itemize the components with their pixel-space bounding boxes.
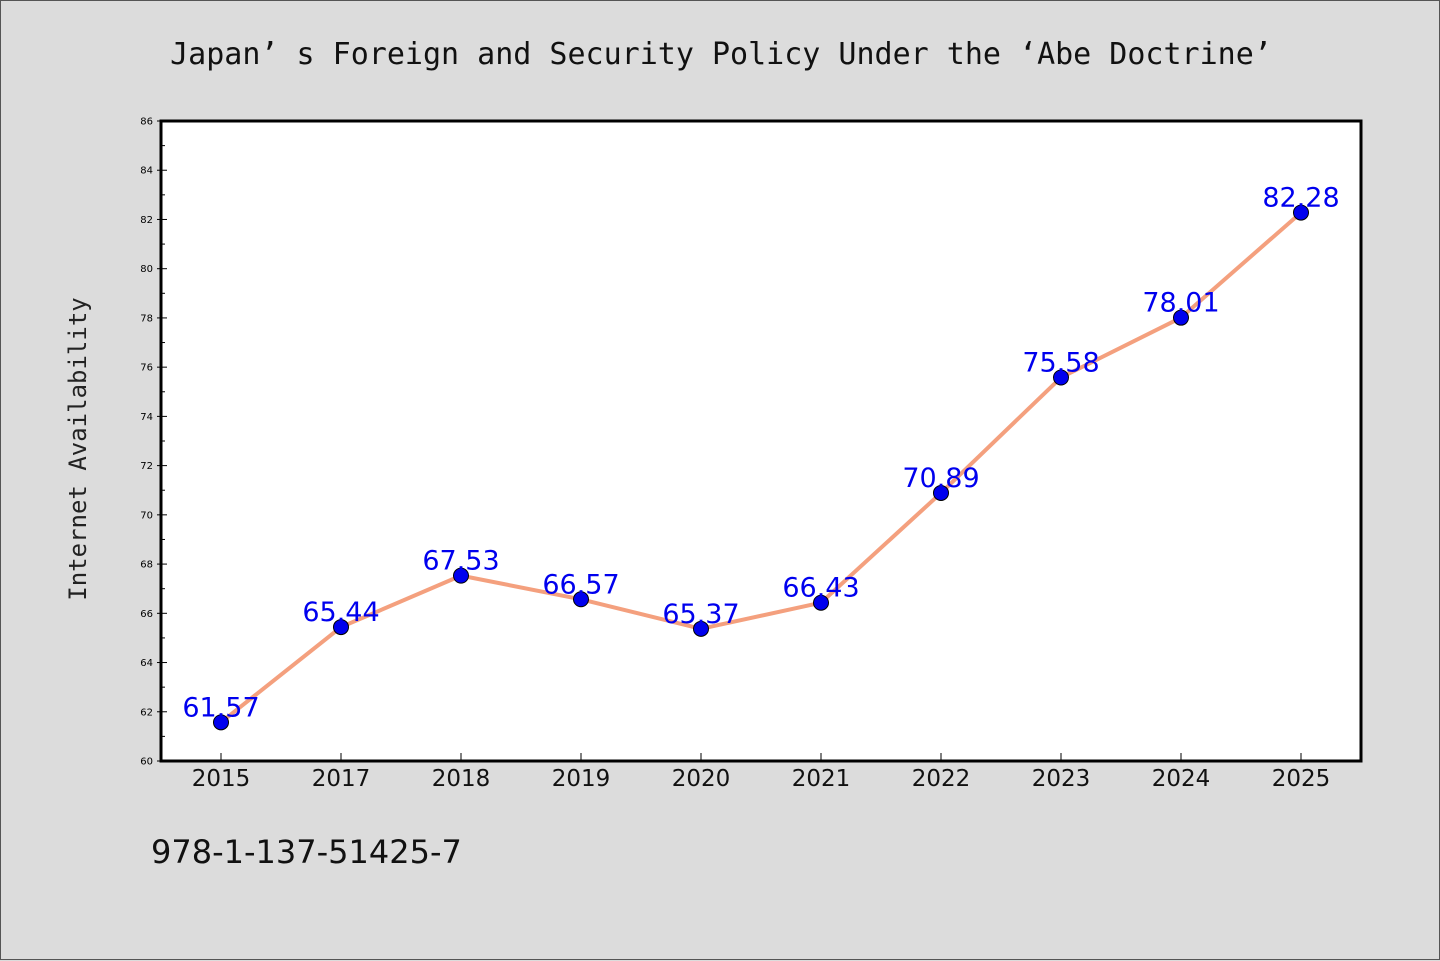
chart-title: Japan’ s Foreign and Security Policy Und… [170, 37, 1272, 72]
x-tick-label: 2019 [552, 766, 611, 792]
y-tick-label: 82 [140, 215, 153, 226]
x-tick-label: 2018 [432, 766, 491, 792]
data-label: 67.53 [422, 546, 499, 577]
data-point [1173, 309, 1189, 326]
x-tick-label: 2025 [1272, 766, 1331, 792]
series-line [219, 211, 1303, 724]
data-point [213, 714, 229, 731]
x-tick-label: 2021 [792, 766, 851, 792]
x-tick-label: 2015 [192, 766, 251, 792]
y-tick-label: 68 [140, 560, 153, 571]
data-point [453, 567, 469, 584]
x-tick-label: 2024 [1152, 766, 1211, 792]
data-label: 66.43 [782, 573, 859, 604]
plot-area [159, 119, 1363, 763]
y-tick-label: 66 [140, 609, 153, 620]
data-label: 65.44 [302, 597, 379, 628]
y-tick-label: 74 [140, 412, 153, 423]
y-tick-label: 76 [140, 363, 153, 374]
x-axis: 2015 2017 2018 2019 2020 2021 2022 2023 2024 2025 [192, 753, 1331, 792]
y-tick-label: 72 [140, 461, 153, 472]
x-tick-label: 2022 [912, 766, 971, 792]
data-point [333, 619, 349, 636]
data-label-layer: 61.57 65.44 67.53 66.57 65.37 66.43 70.89 75.58… [182, 183, 1339, 724]
y-tick-label: 86 [140, 117, 153, 128]
data-label: 66.57 [542, 569, 619, 600]
y-tick-label: 78 [140, 313, 153, 324]
y-tick-label: 70 [140, 510, 153, 521]
y-tick-label: 80 [140, 264, 153, 275]
data-point [1293, 204, 1309, 221]
data-label: 65.37 [662, 599, 739, 630]
data-point [1053, 369, 1069, 386]
data-label: 70.89 [902, 463, 979, 494]
data-point [813, 594, 829, 611]
data-point [573, 591, 589, 608]
data-point [693, 620, 709, 637]
series-layer [213, 204, 1309, 731]
y-axis: 60 62 64 66 68 70 72 74 76 78 80 82 84 86 [140, 117, 167, 768]
x-tick-label: 2017 [312, 766, 371, 792]
y-tick-label: 84 [140, 166, 153, 177]
data-label: 61.57 [182, 692, 259, 723]
x-tick-label: 2020 [672, 766, 731, 792]
data-point [933, 484, 949, 501]
y-tick-label: 60 [140, 757, 153, 768]
x-tick-label: 2023 [1032, 766, 1091, 792]
y-tick-label: 64 [140, 658, 153, 669]
data-label: 78.01 [1142, 288, 1219, 319]
y-tick-label: 62 [140, 707, 153, 718]
y-axis-label: Internet Availability [64, 297, 92, 600]
data-label: 82.28 [1262, 183, 1339, 214]
data-label: 75.58 [1022, 347, 1099, 378]
isbn-text: 978-1-137-51425-7 [151, 833, 462, 871]
